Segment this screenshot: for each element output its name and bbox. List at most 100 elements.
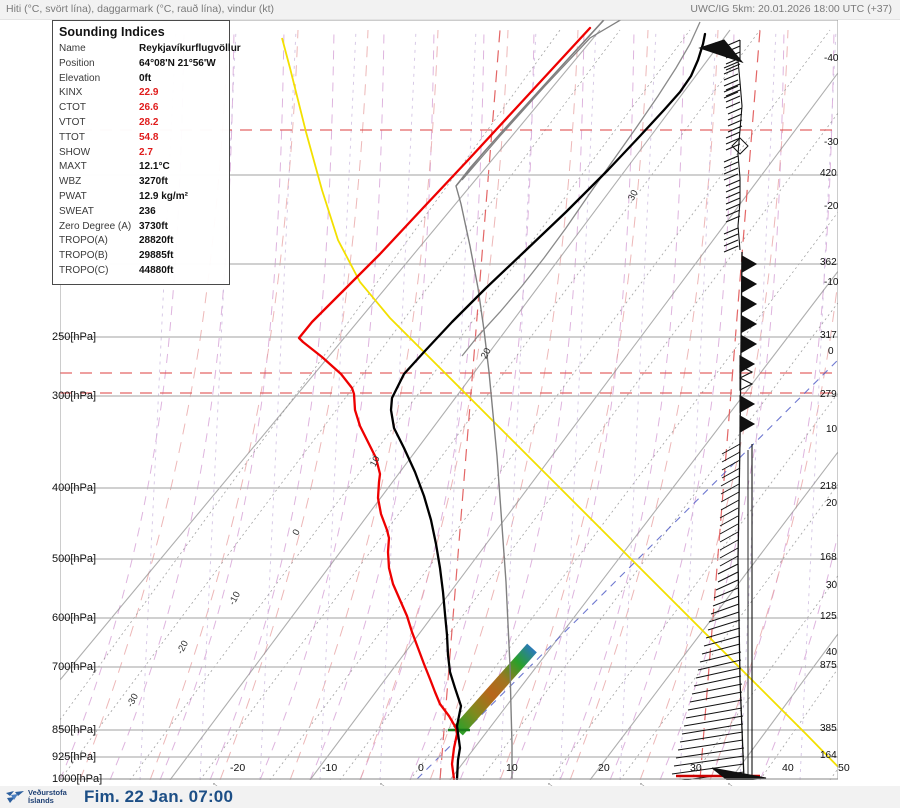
- right-height-label-420: 420: [820, 168, 837, 179]
- right-height-label-168: 168: [820, 552, 837, 563]
- right-height-label-317: 317: [820, 330, 837, 341]
- index-row-maxt: MAXT 12.1°C: [59, 160, 223, 175]
- index-row-tropo-a: TROPO(A) 28820ft: [59, 234, 223, 249]
- right-height-label-875: 875: [820, 660, 837, 671]
- index-value-ctot: 26.6: [139, 102, 159, 114]
- pressure-label-300: 300[hPa]: [52, 390, 97, 402]
- index-value-ttot: 54.8: [139, 131, 159, 143]
- index-row-ttot: TTOT 54.8: [59, 131, 223, 146]
- index-key-zero-degree: Zero Degree (A): [59, 220, 132, 232]
- pressure-label-600: 600[hPa]: [52, 612, 97, 624]
- index-value-tropo-b: 29885ft: [139, 250, 174, 262]
- parcel-upper-branch: [461, 21, 701, 357]
- index-value-zero-degree: 3730ft: [139, 220, 168, 232]
- right-temp-label-0: 0: [828, 346, 834, 357]
- pressure-label-925: 925[hPa]: [52, 751, 97, 763]
- pressure-label-250: 250[hPa]: [52, 331, 97, 343]
- wind-barbs-upper: [723, 39, 749, 253]
- header-bar: Hiti (°C, svört lína), daggarmark (°C, r…: [0, 0, 900, 20]
- org-name-line1: Veðurstofa: [28, 788, 67, 797]
- sounding-indices-title: Sounding Indices: [59, 25, 165, 39]
- bottom-temp-label-10: 10: [506, 762, 518, 774]
- parcel-curve-upper: [455, 20, 605, 187]
- org-name: Veðurstofa Íslands: [28, 788, 67, 806]
- index-value-maxt: 12.1°C: [139, 161, 170, 173]
- index-row-wbz: WBZ 3270ft: [59, 175, 223, 190]
- wind-barbs-pennants: [739, 251, 758, 441]
- parcel-curve-top: [461, 20, 622, 181]
- wind-barbs-lower: [671, 439, 753, 780]
- index-value-name: Reykjavíkurflugvöllur: [139, 43, 241, 54]
- index-row-sweat: SWEAT 236: [59, 205, 223, 220]
- right-height-label-125: 125: [820, 611, 837, 622]
- index-row-elevation: Elevation 0ft: [59, 72, 223, 87]
- right-temp-label--20: -20: [824, 201, 839, 212]
- right-temp-label-20: 20: [826, 498, 838, 509]
- right-height-label-362: 362: [820, 257, 837, 268]
- bottom-temp-label-40: 40: [782, 762, 794, 774]
- pressure-label-1000: 1000[hPa]: [52, 773, 103, 785]
- index-key-kinx: KINX: [59, 87, 83, 99]
- index-row-position: Position 64°08'N 21°56'W: [59, 57, 223, 72]
- index-value-vtot: 28.2: [139, 116, 159, 128]
- footer-bar: Veðurstofa Íslands Fim. 22 Jan. 07:00: [0, 786, 900, 808]
- index-key-ctot: CTOT: [59, 102, 87, 114]
- bottom-temp-label--10: -10: [322, 762, 338, 774]
- index-value-tropo-c: 44880ft: [139, 264, 174, 276]
- index-key-wbz: WBZ: [59, 176, 82, 188]
- right-temp-label--40: -40: [824, 53, 839, 64]
- header-model-caption: UWC/IG 5km: 20.01.2026 18:00 UTC (+37): [690, 3, 892, 15]
- wetbulb-curve: [281, 37, 838, 769]
- forecast-valid-date: Fim. 22 Jan. 07:00: [84, 787, 234, 806]
- index-row-pwat: PWAT 12.9 kg/m²: [59, 190, 223, 205]
- bottom-temp-label-30: 30: [690, 762, 702, 774]
- index-value-pwat: 12.9 kg/m²: [139, 190, 188, 202]
- special-isotherm-lines: [60, 29, 838, 780]
- plot-frame: [60, 20, 838, 780]
- index-value-position: 64°08'N 21°56'W: [139, 57, 216, 69]
- right-height-label-279: 279: [820, 389, 837, 400]
- pressure-label-500: 500[hPa]: [52, 553, 97, 565]
- right-temp-label-40: 40: [826, 647, 838, 658]
- right-temp-label--30: -30: [824, 137, 839, 148]
- index-key-tropo-c: TROPO(C): [59, 264, 109, 276]
- index-value-kinx: 22.9: [139, 87, 159, 99]
- index-key-maxt: MAXT: [59, 161, 87, 173]
- right-height-label-218: 218: [820, 481, 837, 492]
- right-height-label-385: 385: [820, 723, 837, 734]
- wind-barb-column[interactable]: [670, 39, 767, 782]
- index-row-show: SHOW 2.7: [59, 146, 223, 161]
- right-height-label-164: 164: [820, 750, 837, 761]
- index-value-show: 2.7: [139, 146, 153, 158]
- index-row-name: Name Reykjavíkurflugvöllur: [59, 42, 241, 57]
- index-key-tropo-b: TROPO(B): [59, 250, 108, 262]
- index-key-sweat: SWEAT: [59, 205, 94, 217]
- vedurstofa-logo-icon: [6, 791, 24, 803]
- index-key-position: Position: [59, 57, 95, 69]
- index-row-tropo-c: TROPO(C) 44880ft: [59, 264, 223, 279]
- bottom-temp-label-0: 0: [418, 762, 424, 774]
- index-key-tropo-a: TROPO(A): [59, 235, 108, 247]
- surface-wind-flag: [711, 767, 767, 780]
- index-key-ttot: TTOT: [59, 131, 85, 143]
- bottom-temp-label-50: 50: [838, 762, 850, 774]
- mixing-ratio-lines: [139, 29, 837, 780]
- index-row-vtot: VTOT 28.2: [59, 116, 223, 131]
- temperature-curve: [389, 32, 707, 780]
- freezing-level-band: [453, 643, 537, 736]
- index-key-vtot: VTOT: [59, 116, 86, 128]
- isotherm-lines: [60, 29, 838, 780]
- index-row-tropo-b: TROPO(B) 29885ft: [59, 249, 223, 264]
- bottom-temp-label-20: 20: [598, 762, 610, 774]
- index-key-elevation: Elevation: [59, 72, 101, 84]
- sounding-indices-panel: Sounding Indices Name Reykjavíkurflugvöl…: [52, 20, 241, 285]
- index-key-show: SHOW: [59, 146, 91, 158]
- right-temp-label-30: 30: [826, 580, 838, 591]
- dewpoint-curve: [297, 26, 592, 780]
- index-key-pwat: PWAT: [59, 190, 87, 202]
- index-row-ctot: CTOT 26.6: [59, 101, 223, 116]
- index-key-name: Name: [59, 43, 86, 54]
- index-row-kinx: KINX 22.9: [59, 86, 223, 101]
- header-legend-caption: Hiti (°C, svört lína), daggarmark (°C, r…: [6, 3, 275, 15]
